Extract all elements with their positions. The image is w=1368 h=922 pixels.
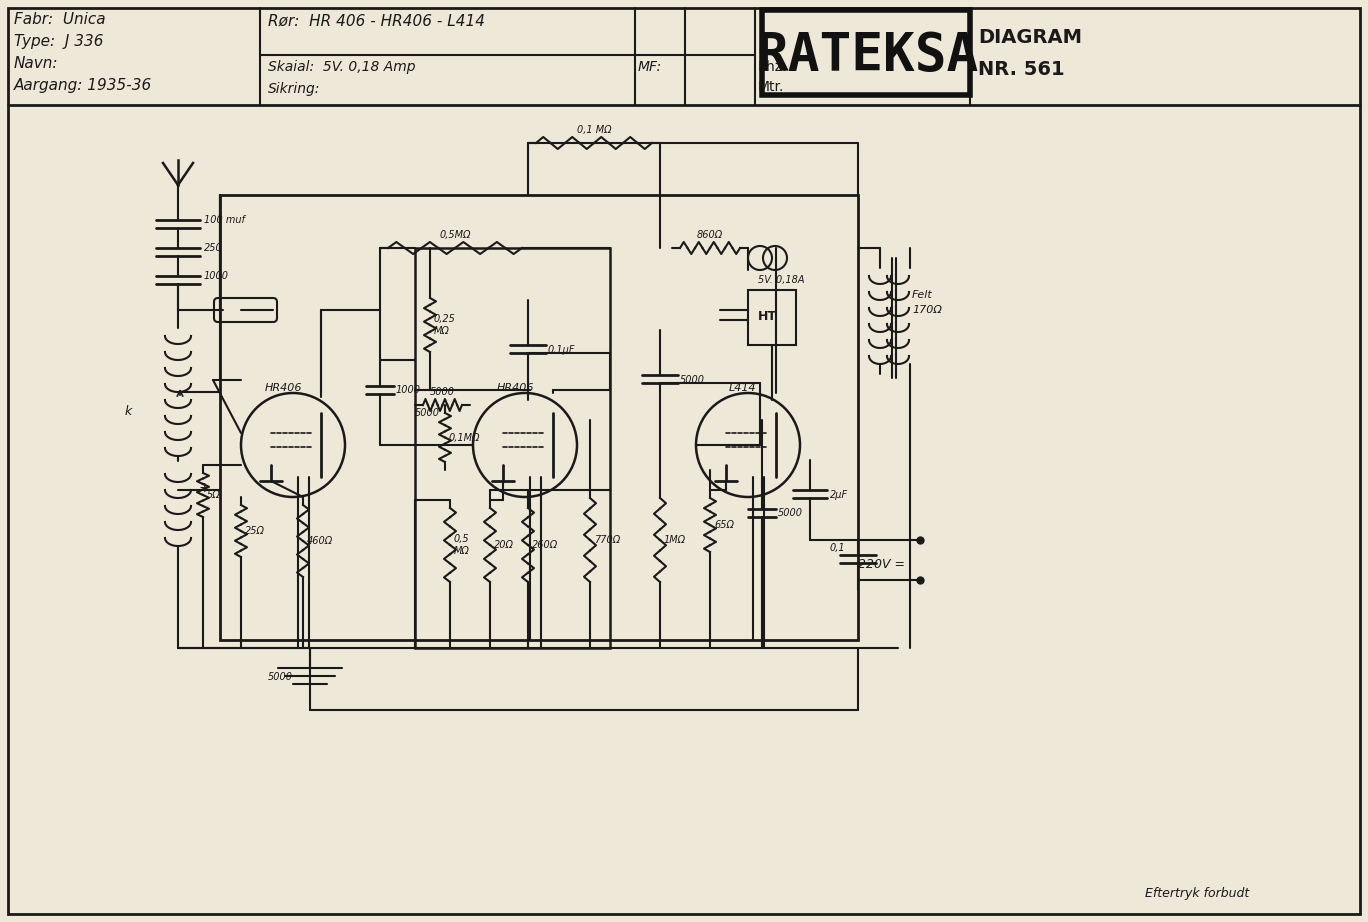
- Text: 0,5
MΩ: 0,5 MΩ: [454, 534, 469, 556]
- Text: 460Ω: 460Ω: [306, 536, 334, 546]
- Text: 5000: 5000: [268, 672, 293, 682]
- Bar: [748, 290, 796, 345]
- Text: 2μF: 2μF: [830, 490, 848, 500]
- Text: 5000: 5000: [430, 387, 456, 397]
- Text: 100 muf: 100 muf: [204, 215, 245, 225]
- Text: 0,25
MΩ: 0,25 MΩ: [434, 314, 456, 336]
- Text: HR406: HR406: [497, 383, 534, 393]
- Text: HR406: HR406: [264, 383, 302, 393]
- Text: NR. 561: NR. 561: [978, 60, 1064, 79]
- Text: +: +: [198, 481, 209, 495]
- Text: Skaial:  5V. 0,18 Amp: Skaial: 5V. 0,18 Amp: [268, 60, 416, 74]
- Text: Eftertryk forbudt: Eftertryk forbudt: [1145, 887, 1249, 900]
- Text: Aargang: 1935-36: Aargang: 1935-36: [14, 78, 152, 93]
- Text: 250: 250: [204, 243, 223, 253]
- Text: 5Ω: 5Ω: [207, 490, 220, 500]
- Text: 220V =: 220V =: [858, 558, 906, 571]
- Text: 5000: 5000: [778, 507, 803, 517]
- Bar: [415, 248, 610, 648]
- Bar: [220, 195, 858, 640]
- Text: Type:  J 336: Type: J 336: [14, 34, 104, 49]
- Text: 170Ω: 170Ω: [912, 305, 943, 315]
- Text: 20Ω: 20Ω: [494, 540, 514, 550]
- Text: L414: L414: [729, 383, 757, 393]
- Text: 260Ω: 260Ω: [532, 540, 558, 550]
- Text: 1000: 1000: [204, 271, 228, 281]
- Text: 0,1MΩ: 0,1MΩ: [449, 432, 480, 443]
- Text: RATEKSA: RATEKSA: [757, 30, 979, 82]
- Text: 1MΩ: 1MΩ: [663, 535, 687, 545]
- Text: Rør:  HR 406 - HR406 - L414: Rør: HR 406 - HR406 - L414: [268, 14, 486, 29]
- Text: MF:: MF:: [637, 60, 662, 74]
- Text: 0,1μF: 0,1μF: [549, 345, 576, 355]
- Text: Sikring:: Sikring:: [268, 82, 320, 96]
- Text: 65Ω: 65Ω: [714, 520, 735, 530]
- Text: k: k: [124, 405, 133, 418]
- Text: 0,5MΩ: 0,5MΩ: [439, 230, 471, 240]
- Text: 1000: 1000: [395, 385, 421, 395]
- Text: Felt: Felt: [912, 290, 933, 300]
- Text: DIAGRAM: DIAGRAM: [978, 28, 1082, 47]
- Text: Khz.: Khz.: [758, 60, 788, 74]
- Text: Navn:: Navn:: [14, 56, 59, 71]
- Text: 25Ω: 25Ω: [245, 526, 265, 536]
- Text: 0,1: 0,1: [830, 543, 845, 553]
- Bar: [762, 10, 970, 95]
- Text: Fabr:  Unica: Fabr: Unica: [14, 12, 105, 27]
- Text: Mtr.: Mtr.: [758, 80, 784, 94]
- Text: 5000: 5000: [680, 375, 705, 385]
- Text: 5000: 5000: [415, 408, 440, 418]
- Text: 0,1 MΩ: 0,1 MΩ: [577, 125, 611, 135]
- Text: 860Ω: 860Ω: [696, 230, 724, 240]
- Text: 5V. 0,18A: 5V. 0,18A: [758, 275, 804, 285]
- Text: 770Ω: 770Ω: [594, 535, 620, 545]
- Text: HT: HT: [758, 310, 777, 323]
